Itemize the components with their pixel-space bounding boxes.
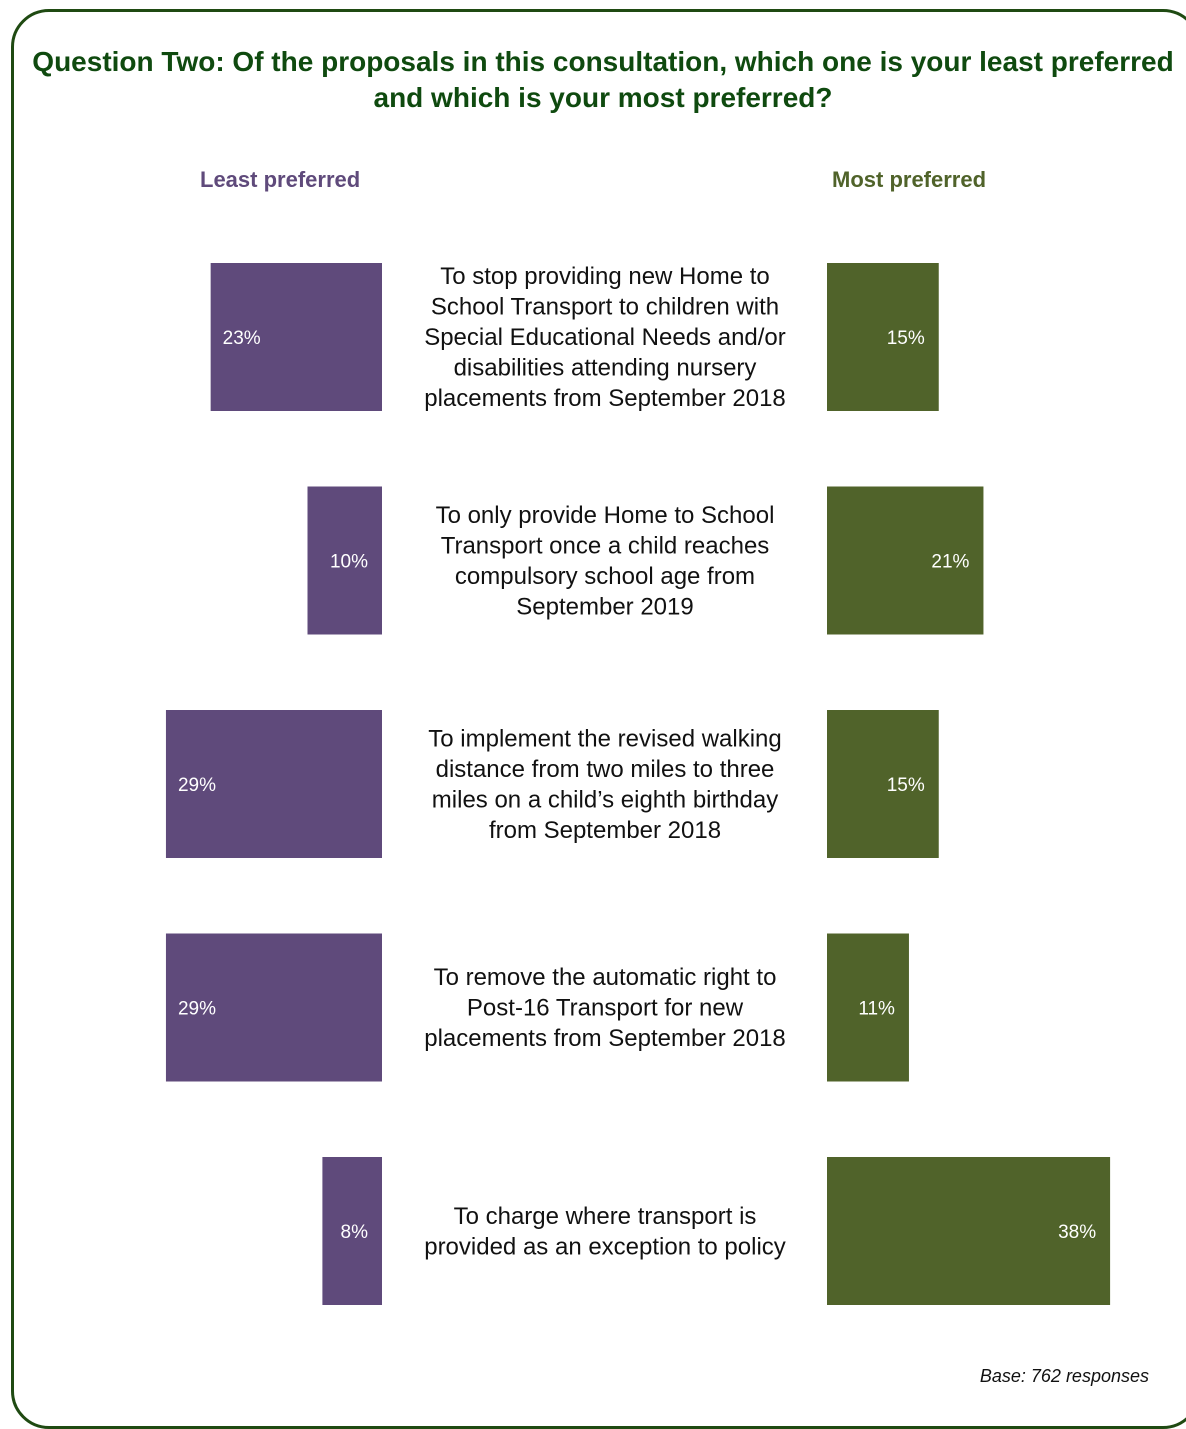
most-preferred-bar: [827, 1157, 1111, 1305]
least-preferred-label: 10%: [330, 552, 368, 573]
proposal-label: To only provide Home to School Transport …: [436, 502, 775, 621]
most-preferred-bar: [827, 486, 984, 635]
proposal-label: To charge where transport is provided as …: [424, 1203, 786, 1261]
most-preferred-bar: [827, 933, 909, 1082]
most-preferred-label: 21%: [931, 552, 969, 573]
proposal-label: To implement the revised walking distance…: [428, 725, 782, 844]
least-preferred-bar: [307, 486, 382, 635]
most-preferred-label: 11%: [858, 999, 895, 1020]
least-preferred-label: 8%: [341, 1222, 369, 1243]
most-preferred-label: 15%: [887, 775, 925, 796]
most-preferred-bar: [827, 710, 939, 858]
least-preferred-label: 29%: [178, 775, 216, 796]
least-preferred-header: Least preferred: [200, 167, 361, 192]
chart-title: Question Two: Of the proposals in this c…: [32, 46, 1174, 113]
least-preferred-label: 23%: [223, 328, 261, 349]
least-preferred-bar: [165, 933, 382, 1082]
proposal-label: To stop providing new Home to School Tran…: [424, 263, 786, 412]
most-preferred-label: 38%: [1058, 1222, 1096, 1243]
least-preferred-label: 29%: [178, 999, 216, 1020]
proposal-label: To remove the automatic right to Post-16 …: [424, 964, 786, 1052]
most-preferred-label: 15%: [887, 328, 925, 349]
base-note: Base: 762 responses: [979, 1366, 1149, 1386]
most-preferred-bar: [827, 263, 939, 411]
most-preferred-header: Most preferred: [832, 167, 987, 192]
least-preferred-bar: [210, 263, 382, 411]
least-preferred-bar: [165, 710, 382, 858]
least-preferred-bar: [322, 1157, 382, 1305]
